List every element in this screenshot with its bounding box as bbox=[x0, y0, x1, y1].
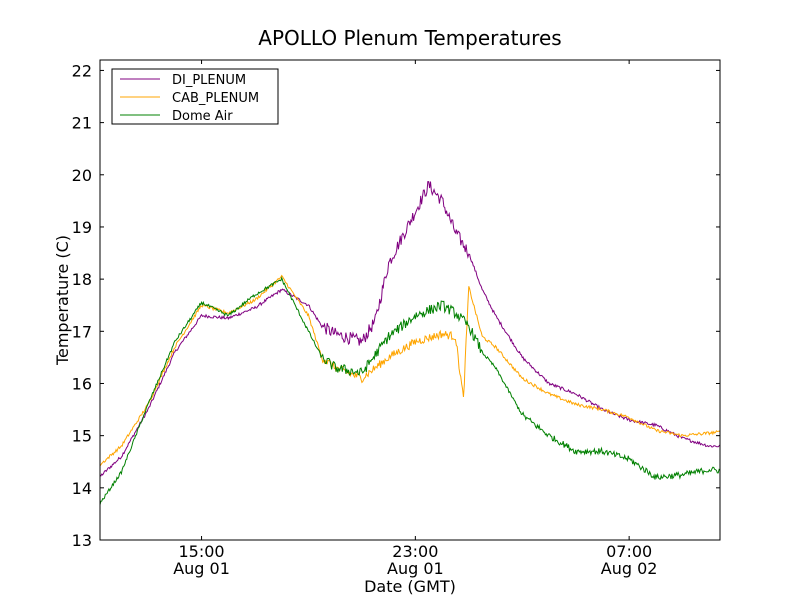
legend-label: DI_PLENUM bbox=[172, 73, 246, 88]
series-line-di-plenum bbox=[100, 181, 720, 477]
axes-frame bbox=[99, 59, 721, 541]
legend: DI_PLENUM CAB_PLENUM Dome Air bbox=[111, 68, 279, 125]
series-line-cab-plenum bbox=[100, 274, 720, 467]
x-tick-date-label: Aug 01 bbox=[173, 559, 230, 578]
x-tick-time-label: 07:00 bbox=[606, 542, 652, 561]
chart-title: APOLLO Plenum Temperatures bbox=[258, 26, 561, 50]
x-tick-date-label: Aug 02 bbox=[601, 559, 658, 578]
plot-area bbox=[100, 181, 720, 506]
y-tick-label: 18 bbox=[72, 270, 92, 289]
legend-label: Dome Air bbox=[172, 109, 233, 124]
x-tick-time-label: 23:00 bbox=[392, 542, 438, 561]
x-tick-date-label: Aug 01 bbox=[387, 559, 444, 578]
series-line-dome-air bbox=[100, 276, 720, 506]
y-tick-label: 13 bbox=[72, 531, 92, 550]
y-tick-label: 20 bbox=[72, 166, 92, 185]
x-axis-label: Date (GMT) bbox=[364, 577, 456, 596]
legend-label: CAB_PLENUM bbox=[172, 91, 259, 106]
y-tick-label: 15 bbox=[72, 427, 92, 446]
y-tick-label: 19 bbox=[72, 218, 92, 237]
y-axis-label: Temperature (C) bbox=[53, 235, 72, 366]
y-tick-label: 17 bbox=[72, 322, 92, 341]
y-tick-label: 16 bbox=[72, 374, 92, 393]
y-tick-label: 14 bbox=[72, 479, 92, 498]
x-tick-time-label: 15:00 bbox=[178, 542, 224, 561]
y-tick-label: 21 bbox=[72, 114, 92, 133]
y-tick-label: 22 bbox=[72, 61, 92, 80]
